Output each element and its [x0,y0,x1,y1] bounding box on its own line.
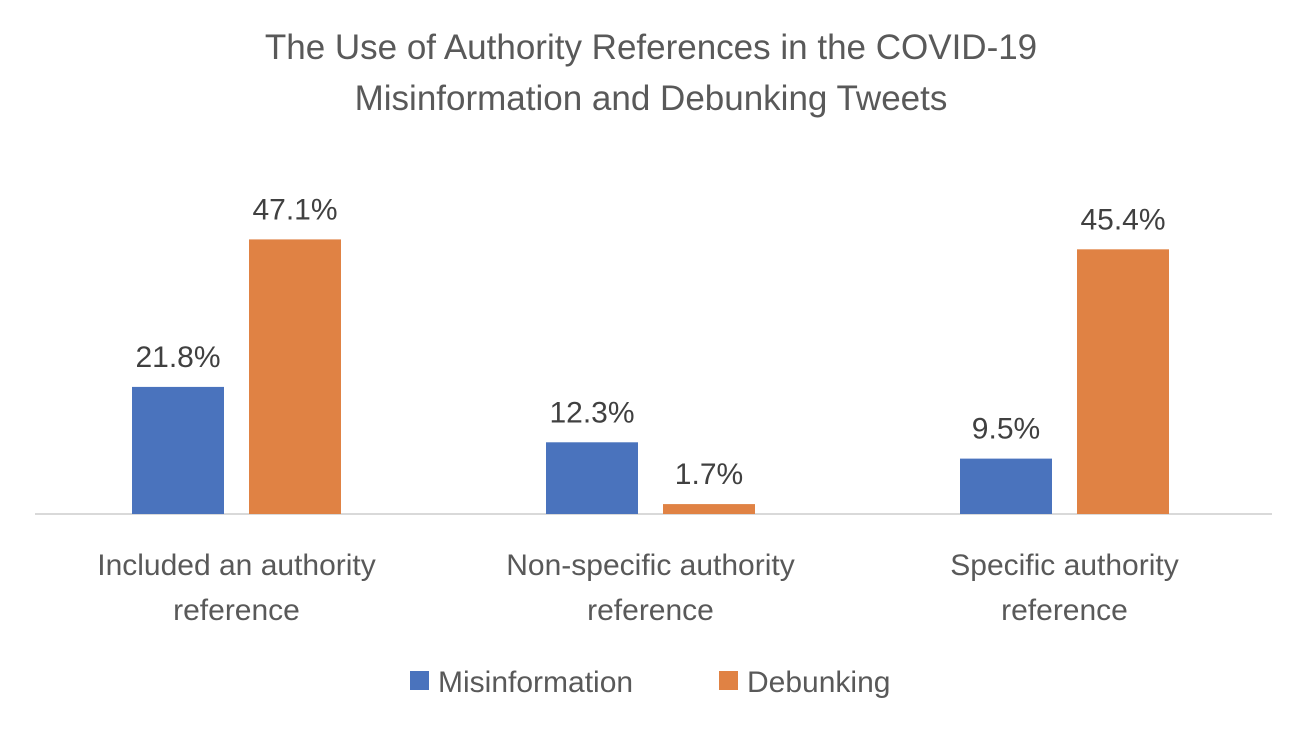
legend-label-debunking: Debunking [747,666,890,699]
category-label-1-line-1: reference [587,594,714,627]
data-label-debunking-1: 1.7% [675,458,743,491]
data-label-misinformation-0: 21.8% [135,341,220,374]
bar-debunking-1 [663,504,755,514]
category-label-1-line-0: Non-specific authority [506,549,794,582]
legend: Misinformation Debunking [410,666,890,699]
category-label-2-line-0: Specific authority [950,549,1178,582]
bar-misinformation-1 [546,442,638,514]
data-label-debunking-2: 45.4% [1080,203,1165,236]
chart-title-line-1: The Use of Authority References in the C… [265,28,1037,67]
legend-swatch-debunking [719,671,738,690]
legend-label-misinformation: Misinformation [438,666,633,699]
category-label-2-line-1: reference [1001,594,1128,627]
data-label-misinformation-2: 9.5% [972,413,1040,446]
category-label-0-line-0: Included an authority [97,549,376,582]
data-label-misinformation-1: 12.3% [549,396,634,429]
bar-misinformation-2 [960,458,1052,514]
bar-debunking-2 [1077,249,1169,514]
category-label-0-line-1: reference [173,594,300,627]
legend-swatch-misinformation [410,671,429,690]
chart-title-line-2: Misinformation and Debunking Tweets [355,79,948,118]
bar-debunking-0 [249,239,341,515]
bar-misinformation-0 [132,386,224,514]
data-label-debunking-0: 47.1% [252,193,337,226]
